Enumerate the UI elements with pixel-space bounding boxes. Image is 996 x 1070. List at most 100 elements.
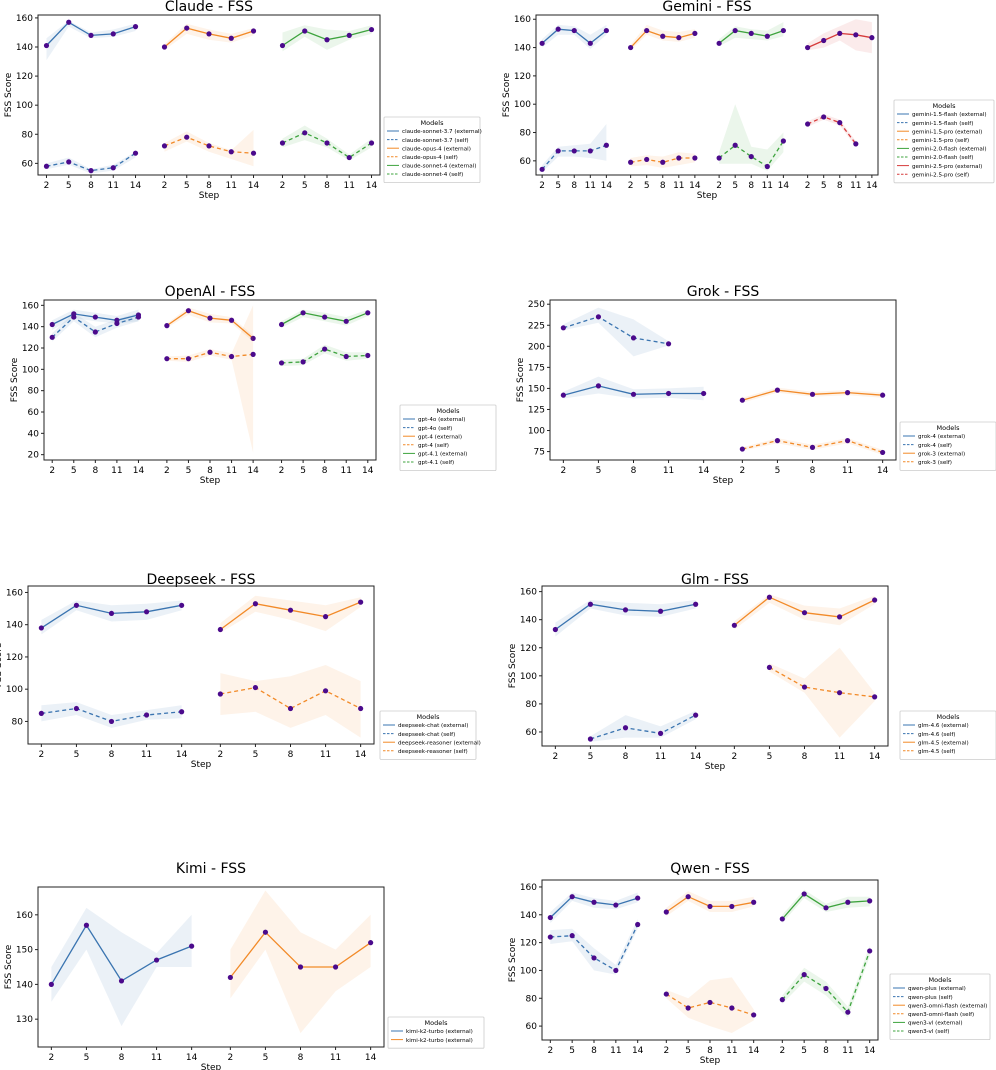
y-tick-label: 60	[526, 1022, 538, 1032]
y-tick-label: 160	[6, 588, 23, 598]
series-gemini-1-5-flash-external-point	[587, 40, 593, 46]
legend-title: Models	[933, 102, 957, 110]
series-claude-sonnet-3-7-self-point	[110, 165, 116, 171]
x-tick-label: 14	[877, 466, 889, 476]
x-tick-label: 5	[821, 181, 827, 191]
x-axis-label: Step	[700, 1056, 721, 1066]
series-grok-3-self-point	[739, 446, 745, 452]
x-tick-label: 8	[802, 752, 808, 762]
x-tick-label: 2	[164, 466, 170, 476]
series-kimi-k2-turbo-external-point	[297, 964, 304, 970]
legend-entry-label: grok-3 (external)	[918, 451, 965, 457]
series-gemini-2-5-pro-external-point	[805, 44, 811, 51]
series-gpt-4-external-point	[185, 308, 192, 314]
series-gpt-4-external-point	[250, 335, 256, 341]
series-claude-opus-4-external-point	[206, 31, 212, 37]
legend-entry-label: qwen3-omni-flash (self)	[908, 1012, 974, 1018]
series-claude-sonnet-3-7-self-point	[88, 168, 94, 174]
y-tick-label: 160	[16, 14, 33, 24]
y-tick-label: 100	[6, 685, 23, 695]
x-tick-label: 14	[365, 1053, 377, 1063]
series-qwen-plus-self-point	[569, 933, 575, 939]
series-deepseek-chat-self-point	[38, 710, 44, 716]
series-claude-sonnet-3-7-external-point	[110, 31, 116, 37]
series-gemini-1-5-flash-self-point	[587, 148, 593, 154]
x-tick-label: 2	[227, 1053, 233, 1063]
legend-entry-label: gemini-1.5-flash (external)	[912, 112, 987, 118]
series-gpt-4-1-external-point	[322, 314, 328, 320]
series-gemini-2-0-flash-self-point	[764, 163, 770, 170]
legend-entry-label: gpt-4.1 (external)	[418, 452, 467, 458]
legend-entry-label: kimi-k2-turbo (external)	[406, 1038, 473, 1044]
series-kimi-k2-turbo-external-point	[227, 974, 233, 981]
series-claude-opus-4-self-point	[161, 143, 168, 149]
x-tick-label: 8	[119, 1053, 125, 1063]
x-tick-label: 11	[842, 1046, 853, 1056]
y-tick-label: 140	[16, 43, 33, 53]
legend-entry-label: gpt-4o (external)	[418, 417, 465, 423]
y-tick-label: 225	[528, 321, 545, 331]
plot-frame	[27, 585, 375, 745]
y-tick-label: 40	[28, 429, 40, 439]
x-tick-label: 14	[601, 181, 613, 191]
series-grok-3-external-point	[880, 392, 886, 398]
series-glm-4-5-self-point	[801, 684, 808, 690]
plot-frame	[43, 299, 377, 461]
x-tick-label: 14	[690, 752, 702, 762]
x-tick-label: 11	[330, 1053, 341, 1063]
series-grok-3-external-point	[809, 391, 816, 397]
y-tick-label: 250	[528, 300, 545, 310]
x-tick-label: 8	[207, 466, 213, 476]
series-claude-opus-4-external-point	[184, 25, 190, 31]
y-tick-label: 100	[22, 365, 39, 375]
series-gemini-1-5-pro-self-point	[628, 159, 634, 165]
x-tick-label: 8	[109, 750, 115, 760]
y-tick-label: 120	[6, 653, 23, 663]
series-qwen3-omni-flash-external-point	[729, 903, 735, 910]
series-grok-4-self-point	[630, 335, 637, 341]
legend-entry-label: glm-4.6 (external)	[918, 723, 969, 729]
y-tick-label: 140	[22, 323, 39, 333]
x-tick-label: 5	[555, 181, 561, 191]
legend-entry-label: deepseek-reasoner (self)	[398, 749, 468, 755]
chart-qwen: Qwen - FSS 60 80 100 120 140 160 FSS Score Step 2…	[508, 862, 991, 1066]
series-glm-4-5-self-line	[769, 666, 875, 698]
series-gpt-4-1-self-point	[343, 353, 349, 360]
series-glm-4-5-self-point	[872, 694, 878, 700]
chart-gemini: Gemini - FSS 60 80 100 120 140 160 FSS Score Ste…	[502, 0, 995, 201]
series-gpt-4-self-point	[207, 349, 213, 355]
series-qwen3-omni-flash-external-band	[666, 891, 754, 917]
series-grok-4-self-point	[665, 341, 672, 347]
series-claude-sonnet-3-7-external-band	[46, 20, 136, 61]
series-qwen-plus-self-band	[550, 919, 638, 975]
series-deepseek-reasoner-self-point	[217, 691, 223, 697]
y-tick-label: 140	[520, 911, 537, 921]
y-tick-label: 120	[16, 72, 33, 82]
series-gpt-4-self-point	[185, 356, 192, 362]
x-tick-label: 5	[66, 181, 72, 191]
series-claude-sonnet-4-self-point	[279, 140, 286, 146]
x-axis-label: Step	[705, 762, 726, 772]
x-tick-label: 5	[767, 752, 773, 762]
legend-entry-label: glm-4.5 (external)	[918, 740, 969, 746]
plot-frame	[541, 585, 889, 747]
y-tick-label: 125	[528, 405, 545, 415]
x-tick-label: 8	[206, 181, 212, 191]
series-kimi-k2-turbo-external-point	[332, 964, 339, 970]
series-kimi-k2-turbo-external-point	[118, 978, 125, 984]
series-qwen-plus-external-point	[635, 895, 641, 901]
series-gemini-2-0-flash-self-point	[716, 155, 722, 161]
series-qwen3-omni-flash-self-point	[663, 991, 669, 997]
legend-title: Models	[437, 407, 461, 415]
series-qwen-plus-external-point	[569, 894, 575, 900]
x-tick-label: 14	[247, 466, 259, 476]
series-gemini-2-0-flash-self-point	[732, 142, 738, 148]
x-tick-label: 2	[731, 752, 737, 762]
x-tick-label: 5	[644, 181, 650, 191]
x-tick-label: 5	[253, 750, 259, 760]
y-tick-label: 120	[520, 644, 537, 654]
x-tick-label: 8	[324, 181, 330, 191]
legend-entry-label: gemini-2.0-flash (self)	[912, 155, 973, 161]
y-axis-label: FSS Score	[502, 72, 512, 117]
chart-glm: Glm - FSS 60 80 100 120 140 160 FSS Score Step 2 5…	[508, 573, 996, 772]
